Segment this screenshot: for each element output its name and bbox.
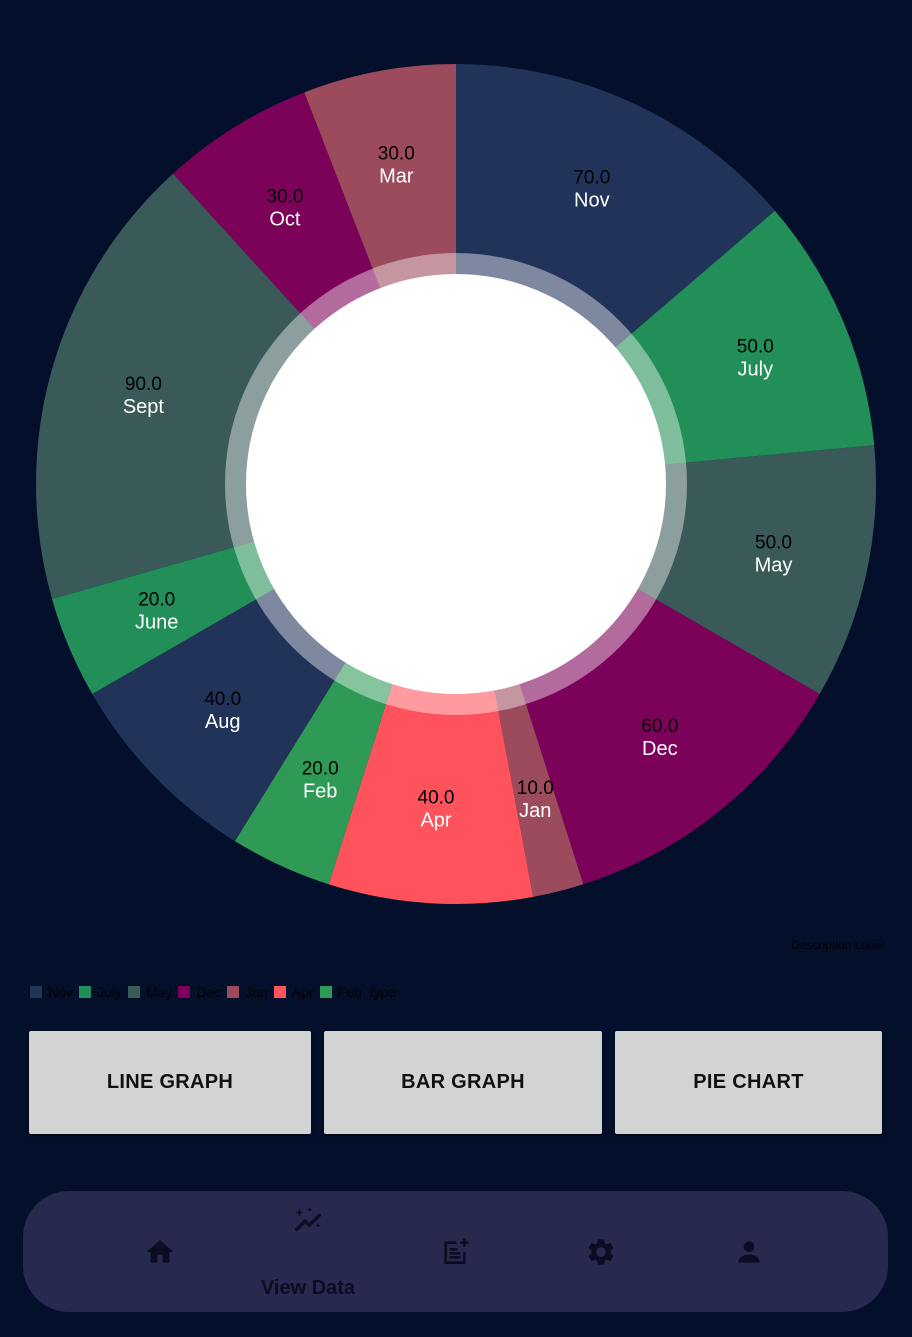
slice-name-label: Nov [574, 190, 610, 212]
bar-graph-button[interactable]: BAR GRAPH [324, 1031, 602, 1134]
slice-value-label: 40.0 [204, 689, 241, 710]
legend-label: Dec [196, 984, 222, 1000]
nav-profile[interactable] [729, 1232, 769, 1272]
nav-home[interactable] [140, 1232, 180, 1272]
slice-name-label: Aug [205, 711, 241, 733]
pie-chart[interactable]: 70.0Nov50.0July50.0May60.0Dec10.0Jan40.0… [0, 0, 912, 960]
description-label: Description Label [791, 938, 884, 952]
slice-value-label: 70.0 [573, 168, 610, 189]
legend-swatch [227, 986, 240, 998]
nav-view-data[interactable] [288, 1201, 328, 1241]
pie-chart-button[interactable]: PIE CHART [615, 1031, 882, 1134]
slice-name-label: Mar [379, 166, 414, 188]
slice-value-label: 50.0 [755, 533, 792, 554]
legend-item-dec: Dec [178, 984, 221, 1000]
slice-name-label: Apr [420, 809, 451, 831]
slice-value-label: 30.0 [378, 144, 415, 165]
slice-value-label: 40.0 [418, 787, 455, 808]
slice-name-label: Sept [123, 396, 165, 418]
slice-name-label: Feb [303, 780, 337, 802]
legend-label: Apr [291, 984, 314, 1000]
legend-swatch [273, 986, 286, 998]
slice-value-label: 20.0 [138, 590, 175, 611]
line-graph-button[interactable]: LINE GRAPH [29, 1031, 311, 1134]
slice-name-label: July [738, 358, 774, 380]
slice-value-label: 20.0 [302, 758, 339, 779]
chart-legend: Nov July May Dec Jan Apr Feb type [30, 982, 396, 1002]
slice-name-label: June [135, 612, 178, 634]
slice-name-label: May [755, 555, 793, 577]
legend-label: Jan [245, 984, 268, 1000]
pie-slice-apr[interactable] [328, 484, 534, 905]
slice-value-label: 90.0 [125, 374, 162, 395]
slice-value-label: 60.0 [641, 716, 678, 737]
legend-item-feb: Feb [319, 984, 362, 1000]
legend-label: Feb [337, 984, 362, 1000]
legend-item-nov: Nov [30, 984, 73, 1000]
legend-item-apr: Apr [273, 984, 314, 1000]
view-data-icon [294, 1206, 322, 1232]
legend-label: May [145, 984, 173, 1000]
legend-label: July [96, 984, 122, 1000]
nav-view-data-label[interactable]: View Data [260, 1277, 356, 1299]
legend-item-july: July [78, 984, 122, 1000]
slice-name-label: Oct [269, 209, 301, 231]
add-note-icon [444, 1238, 469, 1264]
settings-icon [588, 1239, 614, 1265]
legend-item-may: May [127, 984, 173, 1000]
legend-label: Nov [48, 984, 73, 1000]
legend-swatch [78, 986, 91, 998]
chart-type-buttons: LINE GRAPH BAR GRAPH PIE CHART [0, 1031, 912, 1134]
slice-value-label: 10.0 [517, 778, 554, 799]
legend-swatch [127, 986, 140, 998]
slice-name-label: Dec [642, 738, 678, 760]
legend-swatch [30, 986, 42, 998]
donut-hole [246, 274, 666, 694]
slice-value-label: 30.0 [266, 187, 303, 208]
legend-item-jan: Jan [227, 984, 268, 1000]
profile-icon [738, 1241, 760, 1263]
legend-swatch [178, 986, 191, 998]
legend-swatch [319, 986, 332, 998]
home-icon [146, 1240, 174, 1263]
legend-dataset-label: type [369, 984, 397, 1000]
nav-settings[interactable] [581, 1232, 621, 1272]
slice-name-label: Jan [519, 800, 551, 822]
bottom-navigation: View Data [23, 1191, 888, 1312]
slice-value-label: 50.0 [737, 336, 774, 357]
nav-add-note[interactable] [435, 1232, 475, 1272]
